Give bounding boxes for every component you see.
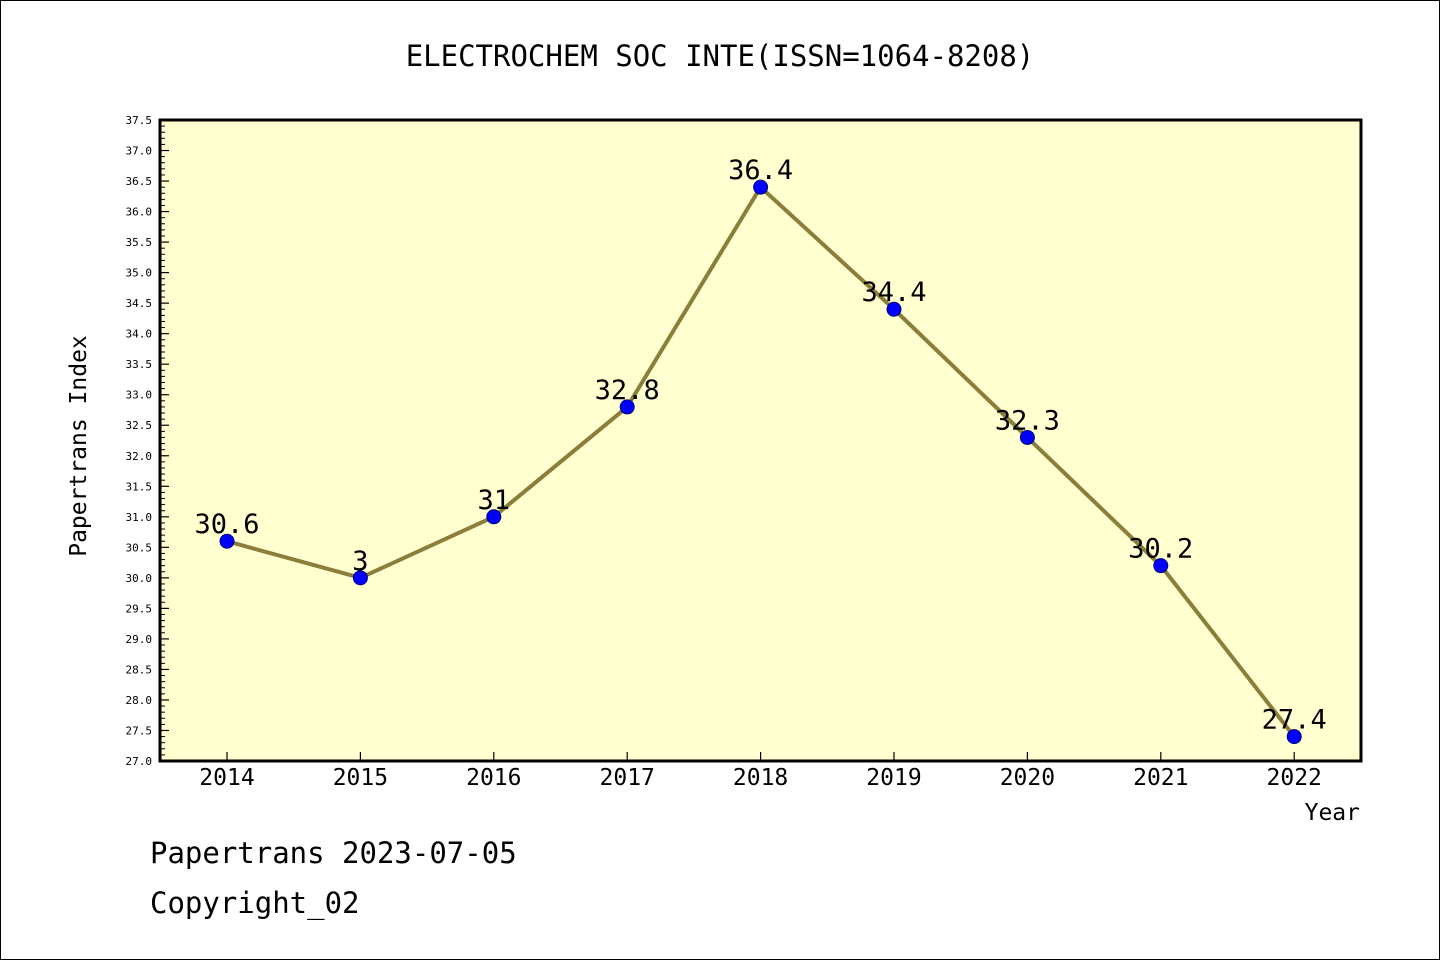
x-tick-label: 2015 [333,765,388,791]
data-label: 32.3 [995,405,1060,436]
data-label: 3 [352,546,368,577]
y-tick-label: 37.5 [126,114,153,127]
data-label: 30.2 [1128,534,1193,565]
x-tick-label: 2020 [1000,765,1055,791]
y-tick-label: 34.0 [126,328,153,341]
x-axis: 2014 2015 2016 2017 2018 2019 2020 2021 2022 [199,752,1322,791]
x-tick-label: 2018 [733,765,788,791]
chart-title: ELECTROCHEM SOC INTE(ISSN=1064-8208) [406,39,1035,73]
footer-date-text: Papertrans 2023-07-05 [150,836,517,870]
y-tick-label: 29.5 [126,602,153,615]
y-tick-label: 27.5 [126,724,153,737]
y-tick-label: 33.0 [126,389,153,402]
data-point-marker [219,533,235,549]
data-point-marker [1019,429,1035,445]
x-tick-label: 2017 [600,765,655,791]
data-label: 30.6 [194,509,259,540]
y-tick-label: 27.0 [126,755,153,768]
y-tick-label: 37.0 [126,145,153,158]
y-tick-label: 29.0 [126,633,153,646]
y-tick-label: 30.5 [126,541,153,554]
data-point-marker [486,509,502,525]
data-point-marker [619,399,635,415]
y-tick-label: 34.5 [126,297,153,310]
y-tick-label: 31.0 [126,511,153,524]
plot-area [158,118,1363,763]
y-tick-label: 36.5 [126,175,153,188]
data-point-marker [352,570,368,586]
series-line-group [219,179,1302,745]
y-tick-label: 36.0 [126,206,153,219]
x-tick-label: 2014 [199,765,254,791]
y-tick-label: 28.0 [126,694,153,707]
y-tick-label: 33.5 [126,358,153,371]
data-labels: 30.6 3 31 32.8 36.4 34.4 32.3 30.2 27.4 [194,155,1326,735]
y-axis: 27.0 27.5 28.0 28.5 29.0 29.5 30.0 30.5 31.0 31.5… [126,114,169,768]
y-tick-label: 32.0 [126,450,153,463]
data-label: 27.4 [1262,705,1327,736]
data-point-marker [753,179,769,195]
data-point-marker [1153,558,1169,574]
data-point-marker [1286,729,1302,745]
y-tick-label: 28.5 [126,663,153,676]
y-tick-label: 30.0 [126,572,153,585]
y-tick-label: 35.5 [126,236,153,249]
data-label: 36.4 [728,155,793,186]
data-point-marker [886,301,902,317]
footer-copyright-text: Copyright_02 [150,886,360,920]
x-tick-label: 2022 [1267,765,1322,791]
x-axis-label: Year [1305,800,1360,826]
x-tick-label: 2016 [466,765,521,791]
data-label: 31 [478,485,511,516]
y-tick-label: 35.0 [126,267,153,280]
data-label: 34.4 [861,277,926,308]
y-tick-label: 32.5 [126,419,153,432]
y-axis-label: Papertrans Index [66,335,92,557]
x-tick-label: 2019 [866,765,921,791]
data-label: 32.8 [595,375,660,406]
x-tick-label: 2021 [1133,765,1188,791]
y-tick-label: 31.5 [126,480,153,493]
